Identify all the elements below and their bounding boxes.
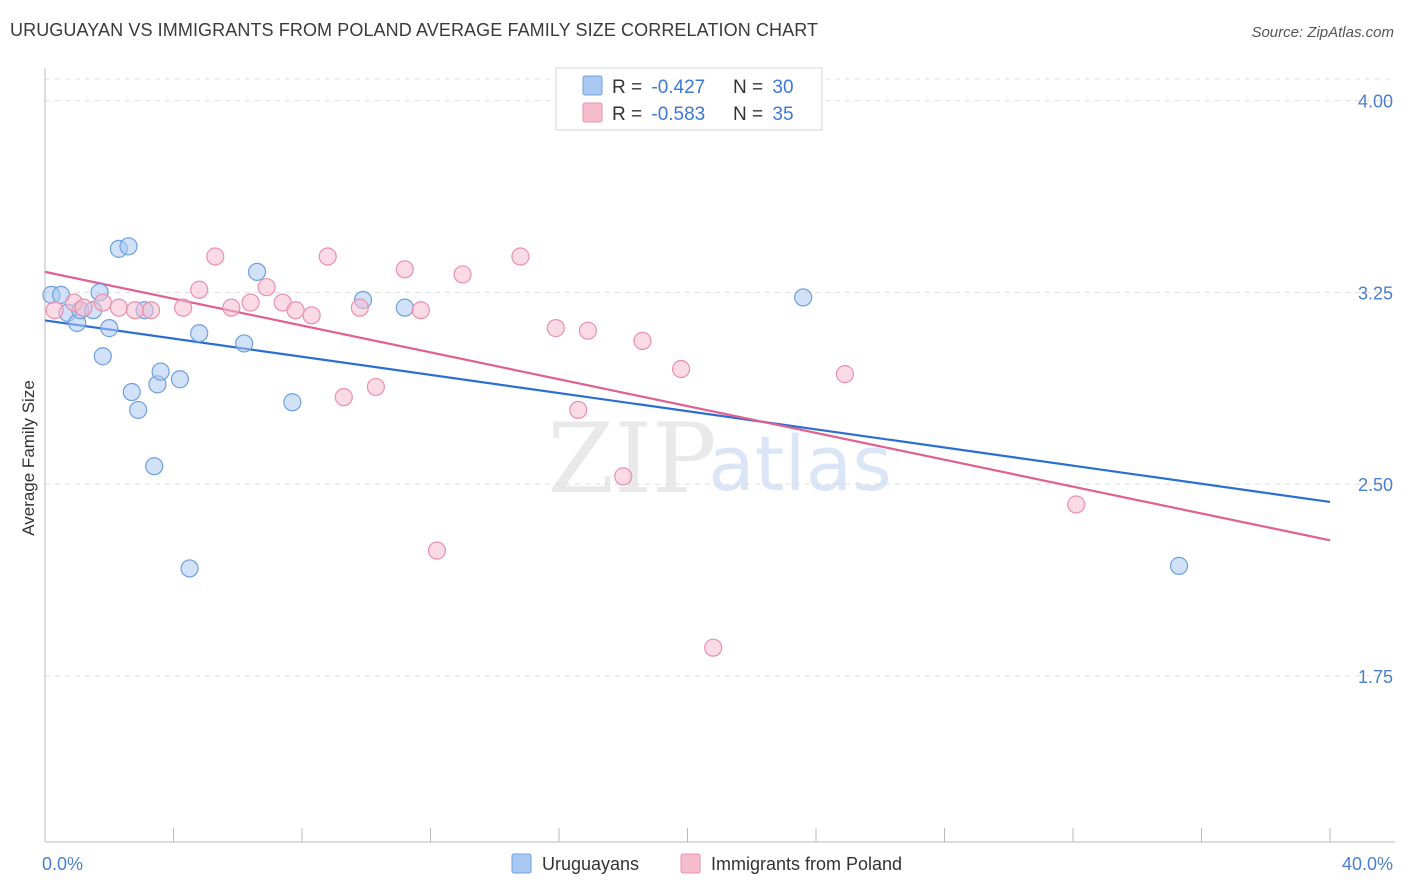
point-poland: [141, 301, 161, 320]
point-uruguayans: [247, 262, 267, 281]
point-poland: [350, 298, 369, 317]
point-uruguayans: [145, 457, 164, 476]
tick-labels: 1.75 2.50 3.25 4.00 0.0% 40.0%: [42, 92, 1393, 874]
point-uruguayans: [235, 334, 254, 353]
point-uruguayans: [1169, 556, 1189, 575]
point-poland: [125, 301, 145, 320]
point-poland: [45, 301, 64, 320]
legend-n-label-1: N =: [733, 77, 768, 98]
point-poland: [206, 247, 225, 266]
series-legend-label-poland[interactable]: Immigrants from Poland: [711, 854, 902, 874]
point-uruguayans: [395, 298, 414, 317]
point-poland: [174, 298, 193, 317]
trend-lines: [44, 270, 1331, 542]
y-tick-label: 4.00: [1358, 92, 1393, 112]
point-uruguayans: [180, 559, 199, 578]
y-tick-label: 2.50: [1358, 475, 1393, 495]
series-legend-label-uruguayans[interactable]: Uruguayans: [542, 854, 639, 874]
point-poland: [366, 377, 385, 397]
point-poland: [241, 293, 260, 312]
point-poland: [671, 359, 691, 379]
point-poland: [614, 467, 633, 486]
legend-n-label-2: N =: [733, 104, 768, 125]
point-uruguayans: [283, 393, 302, 412]
point-poland: [633, 331, 652, 350]
point-uruguayans: [190, 324, 209, 343]
point-poland: [286, 301, 305, 320]
point-poland: [1067, 495, 1086, 514]
point-poland: [453, 265, 472, 284]
series-legend-swatch-poland[interactable]: [680, 853, 701, 874]
svg-text:N = 30: N = 30: [733, 77, 794, 98]
point-uruguayans: [100, 319, 119, 338]
point-poland: [222, 298, 241, 317]
point-uruguayans: [93, 347, 112, 366]
svg-text:N = 35: N = 35: [733, 104, 794, 125]
point-uruguayans: [122, 382, 141, 402]
series-legend: Uruguayans Immigrants from Poland: [511, 853, 902, 874]
legend-n-value-2: 35: [772, 104, 793, 125]
svg-text:R = -0.427: R = -0.427: [612, 77, 705, 98]
legend-r-value-2: -0.583: [651, 104, 705, 125]
point-poland: [109, 298, 128, 317]
legend-r-label-1: R =: [612, 77, 647, 98]
x-tick-label-start: 0.0%: [42, 854, 83, 874]
point-poland: [546, 319, 565, 338]
y-axis-title: Average Family Size: [19, 380, 38, 536]
point-poland: [835, 365, 855, 384]
watermark: ZIP atlas: [547, 403, 891, 515]
watermark-zip: ZIP: [547, 403, 716, 515]
point-poland: [578, 321, 598, 340]
point-poland: [318, 247, 337, 266]
point-poland: [257, 278, 276, 297]
series-legend-swatch-uruguayans[interactable]: [511, 853, 532, 874]
watermark-atlas: atlas: [708, 419, 892, 508]
point-poland: [190, 280, 209, 299]
x-tick-label-end: 40.0%: [1342, 854, 1393, 874]
point-poland: [395, 260, 414, 279]
point-uruguayans: [170, 370, 190, 389]
point-poland: [93, 293, 112, 312]
point-poland: [302, 306, 321, 325]
point-uruguayans: [794, 288, 813, 307]
point-uruguayans: [151, 362, 170, 381]
legend-swatch-poland: [582, 102, 603, 123]
svg-text:R = -0.583: R = -0.583: [612, 104, 705, 125]
legend-r-label-2: R =: [612, 104, 647, 125]
legend-n-value-1: 30: [772, 77, 793, 98]
legend-swatch-uruguayans: [582, 75, 603, 96]
data-points: [42, 237, 1189, 657]
y-tick-label: 1.75: [1358, 667, 1393, 687]
point-poland: [569, 400, 588, 420]
trend-line-poland: [44, 270, 1331, 542]
point-poland: [704, 638, 723, 657]
point-uruguayans: [129, 400, 148, 420]
point-poland: [427, 541, 447, 560]
correlation-legend: R = -0.427 N = 30 R = -0.583 N = 35: [555, 67, 823, 131]
point-poland: [334, 388, 353, 407]
point-uruguayans: [119, 237, 138, 256]
grid-lines: [45, 78, 1395, 677]
legend-r-value-1: -0.427: [651, 77, 705, 98]
chart-title: URUGUAYAN VS IMMIGRANTS FROM POLAND AVER…: [10, 20, 819, 40]
y-tick-label: 3.25: [1358, 283, 1393, 303]
point-poland: [511, 247, 530, 266]
point-poland: [74, 298, 93, 317]
axes: [44, 68, 1395, 843]
chart-source: Source: ZipAtlas.com: [1251, 24, 1394, 41]
point-poland: [411, 301, 430, 320]
trend-line-uruguayans: [44, 319, 1331, 504]
